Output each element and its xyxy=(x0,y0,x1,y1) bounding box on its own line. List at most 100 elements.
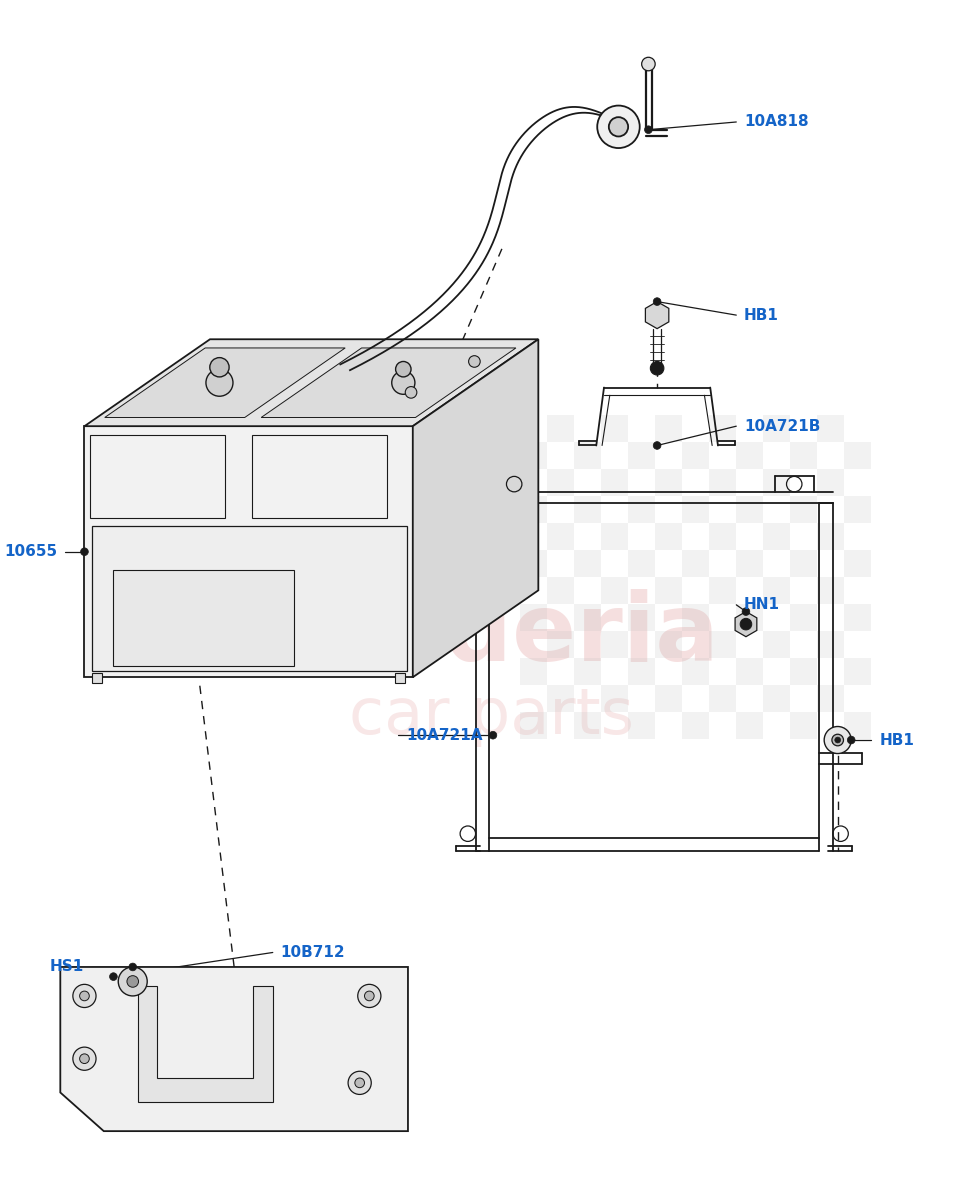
Bar xyxy=(816,631,843,658)
Circle shape xyxy=(72,1048,96,1070)
Circle shape xyxy=(641,58,655,71)
Circle shape xyxy=(127,976,138,988)
Bar xyxy=(762,631,789,658)
Bar xyxy=(113,570,294,666)
Bar xyxy=(600,631,627,658)
Circle shape xyxy=(355,1078,364,1087)
Polygon shape xyxy=(85,340,537,426)
Bar xyxy=(735,712,762,739)
Bar xyxy=(843,496,870,523)
Bar xyxy=(654,631,681,658)
Circle shape xyxy=(405,386,416,398)
Text: HN1: HN1 xyxy=(743,598,780,612)
Bar xyxy=(627,496,654,523)
Circle shape xyxy=(79,1054,90,1063)
Bar xyxy=(681,550,708,577)
Bar xyxy=(762,523,789,550)
Bar xyxy=(600,414,627,442)
Bar xyxy=(735,658,762,685)
Bar xyxy=(91,434,225,517)
Polygon shape xyxy=(92,673,102,683)
Bar xyxy=(573,550,600,577)
Bar xyxy=(735,604,762,631)
Bar xyxy=(789,442,816,469)
Bar xyxy=(627,604,654,631)
Polygon shape xyxy=(735,612,756,637)
Bar xyxy=(816,414,843,442)
Bar xyxy=(789,550,816,577)
Circle shape xyxy=(395,361,411,377)
Bar xyxy=(654,577,681,604)
Bar xyxy=(843,658,870,685)
Bar xyxy=(654,414,681,442)
Bar xyxy=(762,414,789,442)
Circle shape xyxy=(489,731,497,739)
Bar xyxy=(519,496,546,523)
Text: 10A721B: 10A721B xyxy=(743,419,820,433)
Text: HS1: HS1 xyxy=(50,960,84,974)
Polygon shape xyxy=(261,348,516,418)
Bar xyxy=(816,577,843,604)
Bar xyxy=(789,604,816,631)
Bar xyxy=(519,442,546,469)
Polygon shape xyxy=(137,986,273,1102)
Bar xyxy=(708,469,735,496)
Circle shape xyxy=(364,991,374,1001)
Bar xyxy=(519,712,546,739)
Bar xyxy=(573,442,600,469)
Circle shape xyxy=(741,607,749,616)
Circle shape xyxy=(823,726,850,754)
Bar xyxy=(519,658,546,685)
Text: 10A721A: 10A721A xyxy=(406,727,482,743)
Bar xyxy=(735,442,762,469)
Bar xyxy=(789,712,816,739)
Bar xyxy=(600,577,627,604)
Circle shape xyxy=(210,358,229,377)
Bar xyxy=(600,523,627,550)
Circle shape xyxy=(846,736,854,744)
Circle shape xyxy=(206,370,233,396)
Text: 10B712: 10B712 xyxy=(280,944,345,960)
Bar xyxy=(546,631,573,658)
Circle shape xyxy=(110,973,117,980)
Bar xyxy=(843,604,870,631)
Text: 10A818: 10A818 xyxy=(743,114,808,130)
Bar xyxy=(816,685,843,712)
Bar xyxy=(843,712,870,739)
Bar xyxy=(843,442,870,469)
Circle shape xyxy=(118,967,147,996)
Bar xyxy=(519,604,546,631)
Circle shape xyxy=(79,991,90,1001)
Circle shape xyxy=(650,361,663,374)
Bar xyxy=(708,577,735,604)
Circle shape xyxy=(834,737,840,743)
Text: 10655: 10655 xyxy=(4,545,57,559)
Bar xyxy=(681,496,708,523)
Bar xyxy=(519,550,546,577)
Bar xyxy=(708,685,735,712)
Bar xyxy=(789,496,816,523)
Bar xyxy=(816,523,843,550)
Text: HB1: HB1 xyxy=(743,307,778,323)
Circle shape xyxy=(653,298,660,306)
Circle shape xyxy=(392,371,415,395)
Bar xyxy=(573,604,600,631)
Bar xyxy=(762,685,789,712)
Bar xyxy=(546,685,573,712)
Bar xyxy=(627,712,654,739)
Bar xyxy=(573,496,600,523)
Bar xyxy=(600,469,627,496)
Bar xyxy=(681,658,708,685)
Bar xyxy=(253,434,387,517)
Text: HB1: HB1 xyxy=(879,732,913,748)
Bar xyxy=(546,577,573,604)
Bar xyxy=(546,469,573,496)
Polygon shape xyxy=(395,673,405,683)
Circle shape xyxy=(129,964,136,971)
Circle shape xyxy=(597,106,639,148)
Text: scuderia: scuderia xyxy=(265,589,719,680)
Polygon shape xyxy=(60,967,408,1132)
Circle shape xyxy=(644,126,652,133)
Bar xyxy=(92,526,407,672)
Bar xyxy=(546,414,573,442)
